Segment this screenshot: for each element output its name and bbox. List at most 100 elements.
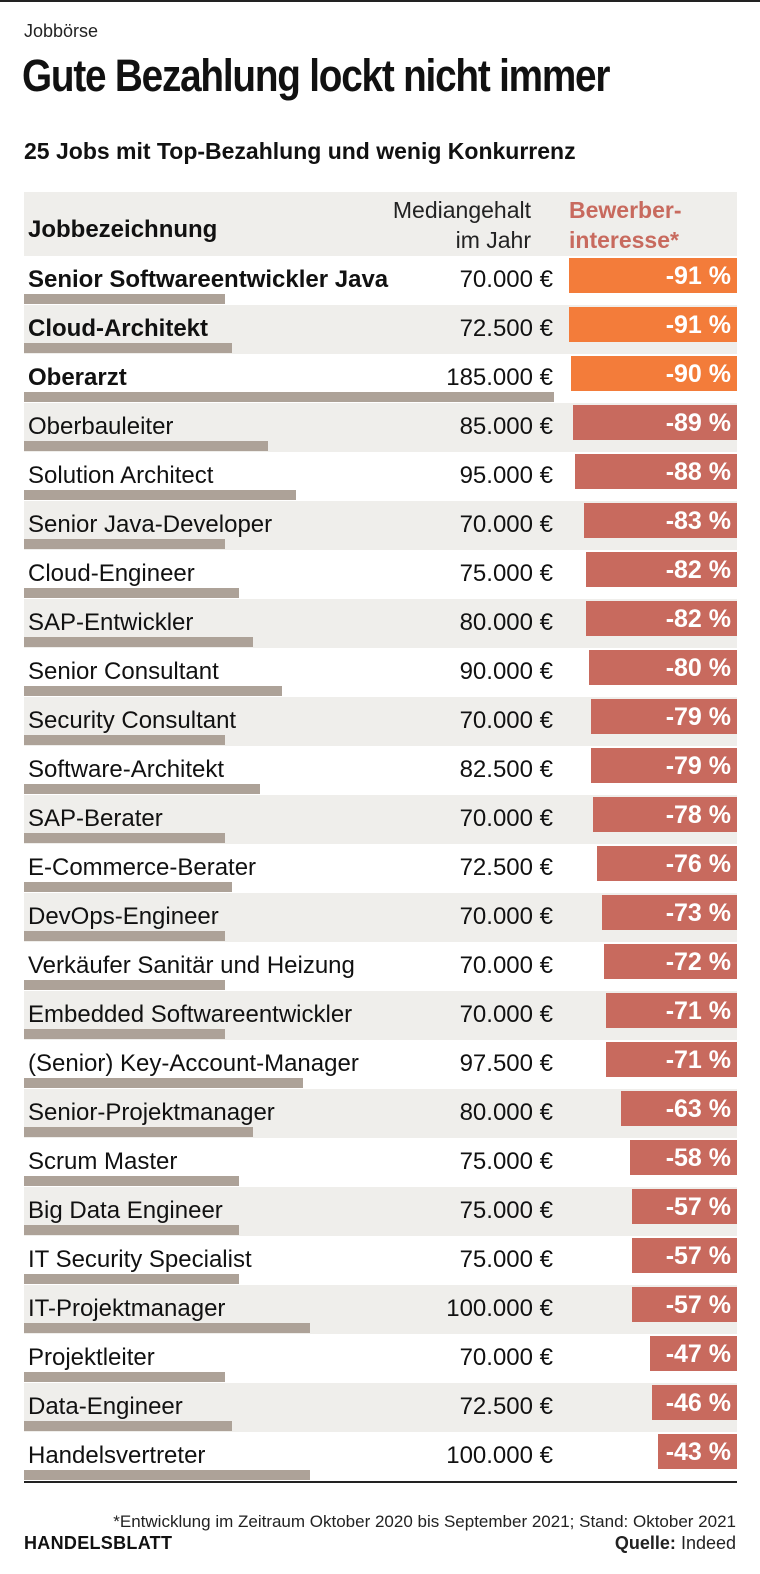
interest-bar: -63 % (621, 1091, 737, 1126)
table-row: Data-Engineer 72.500 € -46 % (24, 1383, 737, 1432)
salary-value: 75.000 € (459, 1148, 553, 1175)
job-title: SAP-Berater (28, 805, 163, 832)
salary-value: 70.000 € (459, 1344, 553, 1371)
interest-bar: -89 % (573, 405, 737, 440)
job-title: Senior Java-Developer (28, 511, 273, 538)
interest-label: -57 % (665, 1291, 731, 1319)
interest-bar: -79 % (591, 699, 737, 734)
interest-bar: -91 % (569, 258, 737, 293)
job-title: Software-Architekt (28, 756, 225, 783)
salary-bar (24, 637, 253, 647)
job-title: Cloud-Engineer (28, 560, 195, 587)
table-row: IT Security Specialist 75.000 € -57 % (24, 1236, 737, 1285)
salary-bar (24, 686, 282, 696)
job-title: Data-Engineer (28, 1393, 183, 1420)
interest-bar: -57 % (632, 1238, 737, 1273)
table-row: Verkäufer Sanitär und Heizung 70.000 € -72… (24, 942, 737, 991)
column-header-salary-line2: im Jahr (455, 227, 531, 253)
job-title: Senior-Projektmanager (28, 1099, 275, 1126)
salary-value: 100.000 € (446, 1442, 553, 1469)
interest-bar: -82 % (586, 601, 737, 636)
column-header-salary: Mediangehalt im Jahr (311, 195, 531, 255)
job-title: Oberarzt (28, 364, 127, 391)
interest-bar: -57 % (632, 1189, 737, 1224)
salary-value: 97.500 € (459, 1050, 553, 1077)
interest-label: -57 % (665, 1242, 731, 1270)
column-header-interest-line2: interesse* (569, 227, 679, 253)
table-row: SAP-Entwickler 80.000 € -82 % (24, 599, 737, 648)
footnote: *Entwicklung im Zeitraum Oktober 2020 bi… (113, 1512, 736, 1531)
salary-bar (24, 931, 225, 941)
column-header-interest: Bewerber- interesse* (569, 195, 681, 255)
job-title: Handelsvertreter (28, 1442, 206, 1469)
salary-bar (24, 882, 232, 892)
job-title: Senior Softwareentwickler Java (28, 266, 389, 293)
interest-bar: -88 % (575, 454, 737, 489)
salary-bar (24, 1176, 239, 1186)
interest-label: -82 % (665, 605, 731, 633)
interest-label: -57 % (665, 1193, 731, 1221)
salary-bar (24, 735, 225, 745)
interest-bar: -71 % (606, 993, 737, 1028)
job-title: Big Data Engineer (28, 1197, 223, 1224)
salary-bar (24, 343, 232, 353)
job-title: E-Commerce-Berater (28, 854, 257, 881)
salary-bar (24, 833, 225, 843)
interest-label: -90 % (665, 360, 731, 388)
job-title: Cloud-Architekt (28, 315, 208, 342)
interest-label: -80 % (665, 654, 731, 682)
salary-value: 85.000 € (459, 413, 553, 440)
brand-logo: HANDELSBLATT (24, 1533, 173, 1553)
table-row: Projektleiter 70.000 € -47 % (24, 1334, 737, 1383)
interest-bar: -76 % (597, 846, 737, 881)
table-row: Embedded Softwareentwickler 70.000 € -71 % (24, 991, 737, 1040)
table-row: Cloud-Engineer 75.000 € -82 % (24, 550, 737, 599)
job-title: Verkäufer Sanitär und Heizung (28, 952, 355, 979)
salary-value: 75.000 € (459, 560, 553, 587)
interest-label: -76 % (665, 850, 731, 878)
salary-bar (24, 1274, 239, 1284)
interest-label: -82 % (665, 556, 731, 584)
salary-bar (24, 1421, 232, 1431)
table-row: Scrum Master 75.000 € -58 % (24, 1138, 737, 1187)
table-row: Senior Java-Developer 70.000 € -83 % (24, 501, 737, 550)
table-row: Solution Architect 95.000 € -88 % (24, 452, 737, 501)
table-row: IT-Projektmanager 100.000 € -57 % (24, 1285, 737, 1334)
salary-bar (24, 294, 225, 304)
salary-value: 70.000 € (459, 903, 553, 930)
salary-bar (24, 588, 239, 598)
salary-value: 80.000 € (459, 1099, 553, 1126)
interest-bar: -71 % (606, 1042, 737, 1077)
source: Quelle: Indeed (615, 1533, 736, 1554)
interest-label: -79 % (665, 752, 731, 780)
job-title: Oberbauleiter (28, 413, 174, 440)
salary-value: 70.000 € (459, 266, 553, 293)
interest-bar: -91 % (569, 307, 737, 342)
interest-bar: -57 % (632, 1287, 737, 1322)
job-title: SAP-Entwickler (28, 609, 194, 636)
interest-bar: -47 % (650, 1336, 737, 1371)
interest-label: -83 % (665, 507, 731, 535)
interest-label: -63 % (665, 1095, 731, 1123)
interest-label: -91 % (665, 262, 731, 290)
salary-value: 72.500 € (459, 315, 553, 342)
interest-label: -78 % (665, 801, 731, 829)
table-row: DevOps-Engineer 70.000 € -73 % (24, 893, 737, 942)
salary-value: 75.000 € (459, 1246, 553, 1273)
kicker: Jobbörse (24, 21, 99, 41)
interest-bar: -78 % (593, 797, 737, 832)
interest-bar: -79 % (591, 748, 737, 783)
interest-bar: -83 % (584, 503, 737, 538)
table-row: Oberbauleiter 85.000 € -89 % (24, 403, 737, 452)
salary-bar (24, 784, 260, 794)
salary-value: 72.500 € (459, 1393, 553, 1420)
interest-bar: -80 % (589, 650, 737, 685)
table-row: Senior Softwareentwickler Java 70.000 € -9… (24, 256, 737, 305)
job-title: (Senior) Key-Account-Manager (28, 1050, 359, 1077)
salary-value: 72.500 € (459, 854, 553, 881)
salary-value: 70.000 € (459, 707, 553, 734)
salary-value: 70.000 € (459, 511, 553, 538)
salary-value: 100.000 € (446, 1295, 553, 1322)
interest-bar: -72 % (604, 944, 737, 979)
salary-bar (24, 1127, 253, 1137)
